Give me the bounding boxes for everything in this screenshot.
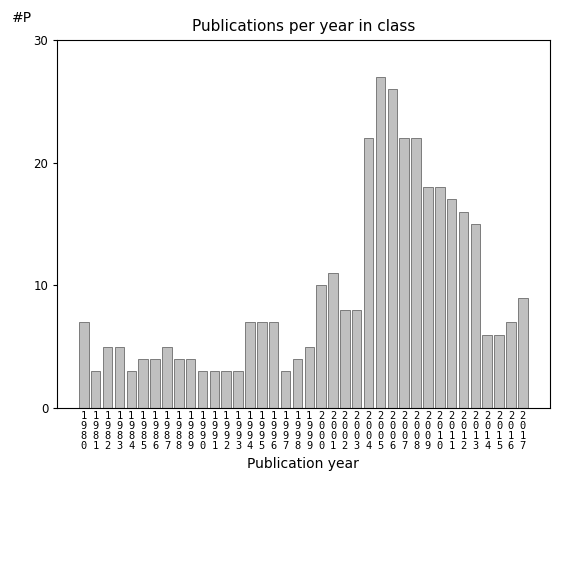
Bar bbox=[447, 200, 456, 408]
Bar bbox=[435, 187, 445, 408]
Bar bbox=[328, 273, 338, 408]
Bar bbox=[198, 371, 208, 408]
Bar bbox=[483, 335, 492, 408]
Bar bbox=[364, 138, 373, 408]
Bar bbox=[399, 138, 409, 408]
Bar bbox=[234, 371, 243, 408]
Bar bbox=[423, 187, 433, 408]
Bar bbox=[115, 347, 124, 408]
Bar bbox=[340, 310, 350, 408]
Bar bbox=[138, 359, 148, 408]
Bar bbox=[186, 359, 196, 408]
Bar bbox=[210, 371, 219, 408]
Bar bbox=[222, 371, 231, 408]
Bar bbox=[411, 138, 421, 408]
Bar bbox=[162, 347, 172, 408]
Bar bbox=[150, 359, 160, 408]
Bar bbox=[126, 371, 136, 408]
Bar bbox=[376, 77, 385, 408]
Bar bbox=[91, 371, 100, 408]
X-axis label: Publication year: Publication year bbox=[247, 456, 359, 471]
Bar bbox=[459, 211, 468, 408]
Bar bbox=[174, 359, 184, 408]
Bar bbox=[281, 371, 290, 408]
Bar bbox=[518, 298, 527, 408]
Bar bbox=[506, 322, 516, 408]
Bar bbox=[304, 347, 314, 408]
Title: Publications per year in class: Publications per year in class bbox=[192, 19, 415, 35]
Bar bbox=[494, 335, 504, 408]
Bar bbox=[269, 322, 278, 408]
Bar bbox=[293, 359, 302, 408]
Text: #P: #P bbox=[12, 11, 32, 25]
Bar bbox=[245, 322, 255, 408]
Bar bbox=[257, 322, 266, 408]
Bar bbox=[79, 322, 88, 408]
Bar bbox=[316, 285, 326, 408]
Bar bbox=[388, 89, 397, 408]
Bar bbox=[352, 310, 362, 408]
Bar bbox=[471, 224, 480, 408]
Bar bbox=[103, 347, 112, 408]
